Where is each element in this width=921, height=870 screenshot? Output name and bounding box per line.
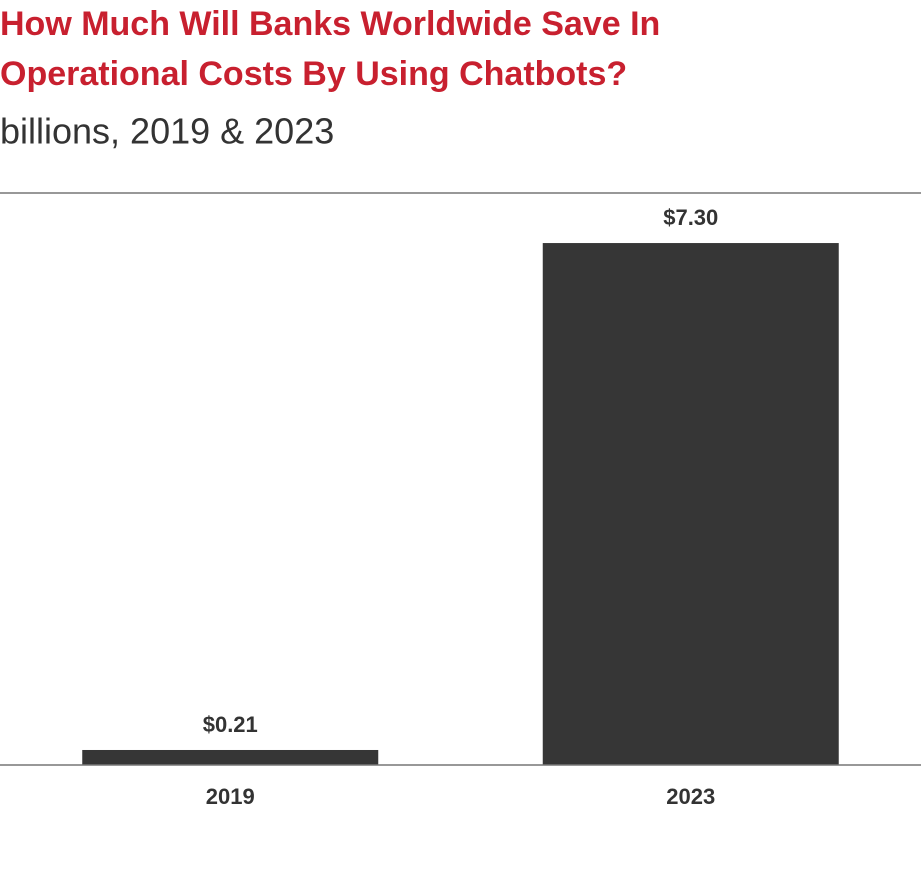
value-label: $0.21 [203, 712, 258, 737]
x-tick-label: 2019 [206, 784, 255, 809]
chart-title-line: How Much Will Banks Worldwide Save In [0, 5, 660, 43]
bar [82, 749, 379, 765]
bar [542, 243, 839, 766]
x-tick-label: 2023 [666, 784, 715, 809]
chart-subtitle: billions, 2019 & 2023 [0, 111, 334, 152]
value-label: $7.30 [663, 205, 718, 230]
chart-title-line: Operational Costs By Using Chatbots? [0, 55, 627, 93]
